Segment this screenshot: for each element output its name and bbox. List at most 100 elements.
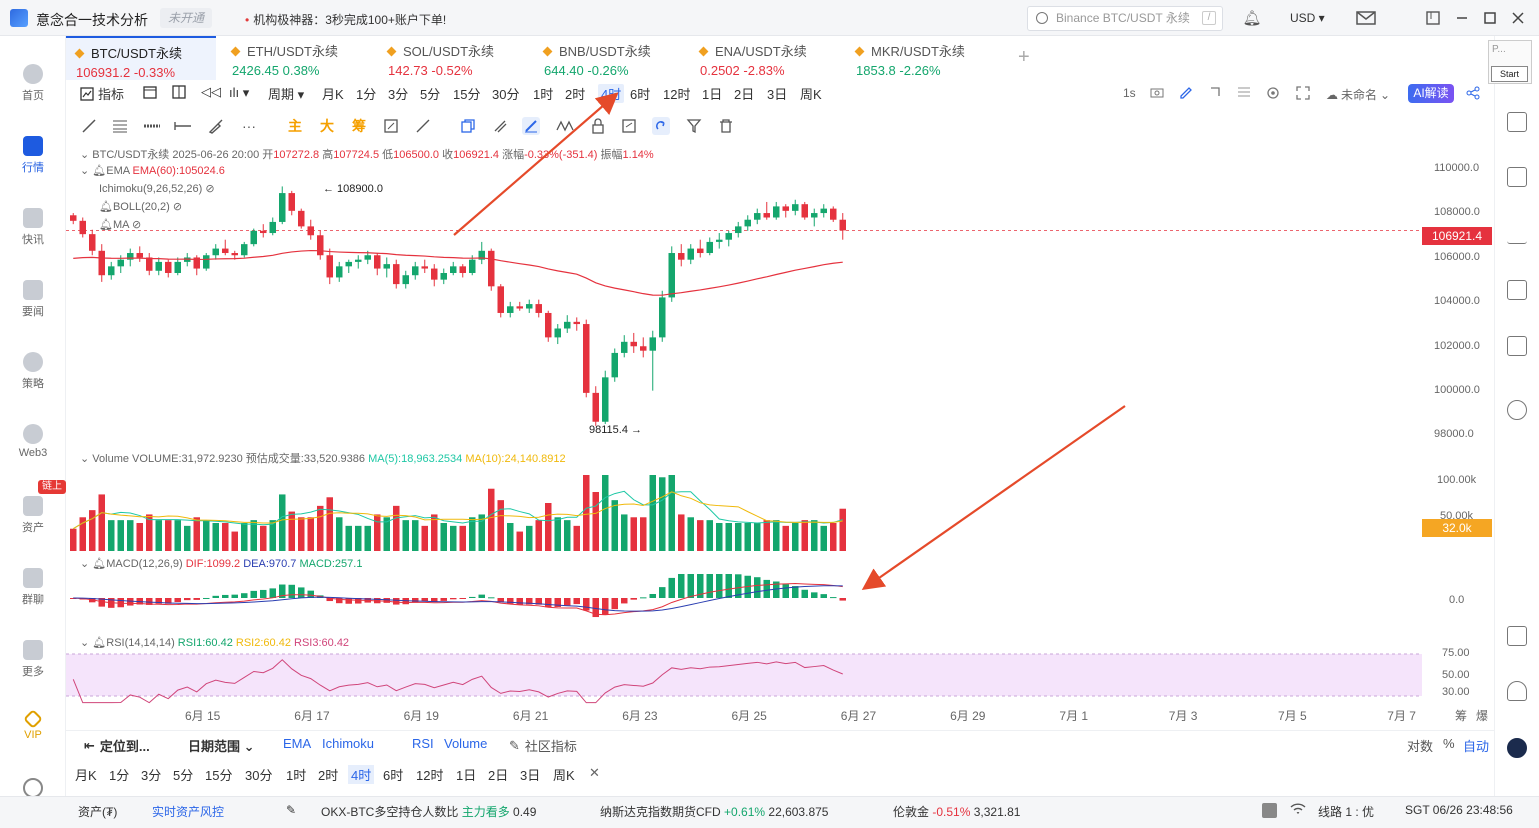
share-icon[interactable] [1466,86,1480,103]
collapse-icon[interactable]: ⌄ [80,637,90,649]
bottom-interval-4[interactable]: 15分 [205,768,233,783]
ticker-okx[interactable]: OKX-BTC多空持仓人数比 主力看多 0.49 [321,803,536,820]
interval-3[interactable]: 5分 [420,87,441,102]
dollar-icon[interactable] [1507,167,1527,187]
interval-5[interactable]: 30分 [492,87,520,102]
interval-7[interactable]: 2时 [565,87,586,102]
chip-tool[interactable]: 筹 [352,118,366,134]
layout-name-select[interactable]: ☁︎ 未命名 ⌄ [1326,86,1390,103]
interval-6[interactable]: 1时 [533,87,554,102]
more-tools-icon[interactable]: ··· [242,118,256,134]
locate-button[interactable]: ⇤ 定位到... [84,736,150,755]
copy-icon[interactable] [459,117,477,135]
bottom-interval-10[interactable]: 12时 [416,768,444,783]
interval-2[interactable]: 3分 [388,87,409,102]
bottom-interval-7[interactable]: 2时 [318,768,339,783]
symbol-tab[interactable]: SOL/USDT永续 142.73 -0.52% [378,36,528,80]
maximize-icon[interactable] [1480,8,1500,28]
mail-icon[interactable] [1355,8,1377,28]
collapse-icon[interactable]: ⌄ [80,165,90,177]
split-view-icon[interactable] [172,85,186,102]
risk-control-link[interactable]: 实时资产风控 [152,805,225,819]
ma-legend[interactable]: 🔔︎MA ⊘ [99,218,141,231]
ai-interpret-button[interactable]: AI解读 [1408,84,1454,103]
volume-legend[interactable]: ⌄ Volume VOLUME:31,972.9230 预估成交量:33,520… [80,450,566,466]
period-select[interactable]: 周期 ▾ [268,87,305,102]
replay-icon[interactable]: ◁◁ [201,84,221,99]
bottom-interval-11[interactable]: 1日 [456,768,477,783]
fib-icon[interactable] [143,117,161,135]
chip-distribution-toggle[interactable]: 筹 [1455,709,1468,723]
bottom-interval-8[interactable]: 4时 [348,765,375,784]
assistant-icon[interactable] [1507,738,1527,758]
boll-legend[interactable]: 🔔︎BOLL(20,2) ⊘ [99,200,182,213]
bell-icon[interactable]: 🔔︎ [99,201,113,213]
indicator-rsi-tab[interactable]: RSI [412,736,434,751]
brush-icon[interactable] [207,117,225,135]
nav-home[interactable]: 首页 [0,64,66,103]
ticker-gold[interactable]: 伦敦金 -0.51% 3,321.81 [893,803,1020,820]
interval-9[interactable]: 6时 [630,87,651,102]
nav-more[interactable]: 更多 [0,640,66,679]
bottom-interval-5[interactable]: 30分 [245,768,273,783]
rsi-legend[interactable]: ⌄ 🔔︎RSI(14,14,14) RSI1:60.42 RSI2:60.42 … [80,636,349,649]
bracket-icon[interactable] [1208,86,1222,103]
monitor-icon[interactable] [1507,280,1527,300]
large-order-tool[interactable]: 大 [320,118,334,134]
pen-icon[interactable]: ✎ [286,803,297,817]
bottom-interval-1[interactable]: 1分 [109,768,130,783]
pencil-icon[interactable] [1179,86,1193,103]
start-button[interactable]: Start [1491,66,1528,82]
nav-web3[interactable]: Web3 [0,424,66,459]
nav-vip[interactable]: VIP [0,709,66,741]
interval-4[interactable]: 15分 [453,87,481,102]
symbol-tab[interactable]: ENA/USDT永续 0.2502 -2.83% [690,36,840,80]
bottom-interval-0[interactable]: 月K [75,768,97,783]
nav-headlines[interactable]: 要闻 [0,280,66,319]
log-scale-toggle[interactable]: 对数 [1407,739,1434,754]
bottom-interval-2[interactable]: 3分 [141,768,162,783]
bell-icon[interactable]: 🔔︎ [92,637,107,649]
link-icon[interactable] [652,117,670,135]
vip-status-badge[interactable]: 未开通 [160,8,213,28]
orderbook-icon[interactable] [1507,112,1527,132]
promo-text[interactable]: 机构极神器：3秒完成100+账户下单! [253,13,447,27]
interval-14[interactable]: 周K [800,87,822,102]
layout-icon[interactable] [1507,626,1527,646]
date-range-select[interactable]: 日期范围 ⌄ [188,739,255,754]
ema-legend[interactable]: ⌄ 🔔︎EMA EMA(60):105024.6 [80,164,225,177]
community-indicators-button[interactable]: ✎ 社区指标 [509,736,577,755]
chart-type-select[interactable]: ılı ▾ [229,85,250,100]
bell-icon[interactable]: 🔔︎ [99,219,113,231]
calculator-icon[interactable] [1507,336,1527,356]
indicator-ichimoku-tab[interactable]: Ichimoku [322,736,375,751]
exchange-icon[interactable] [1507,400,1527,420]
nav-strategy[interactable]: 策略 [0,352,66,391]
trend-icon[interactable] [1507,224,1527,244]
indicator-ema-tab[interactable]: EMA [283,736,312,751]
eye-off-icon[interactable]: ⊘ [172,201,183,213]
minimize-icon[interactable] [1452,8,1472,28]
collapse-icon[interactable]: ⌄ [80,558,90,570]
nav-flash-news[interactable]: 快讯 [0,208,66,247]
camera-icon[interactable] [1150,86,1164,101]
help-icon[interactable] [1262,803,1277,818]
interval-13[interactable]: 3日 [767,87,788,102]
symbol-tab[interactable]: BTC/USDT永续 106931.2 -0.33% [66,36,216,80]
percent-scale-toggle[interactable]: % [1443,736,1455,751]
refresh-speed[interactable]: 1s [1123,86,1136,100]
bottom-interval-9[interactable]: 6时 [383,768,404,783]
add-tab-button[interactable]: + [1018,46,1030,68]
bell-icon[interactable]: 🔔︎ [92,165,107,177]
filter-icon[interactable] [685,117,703,135]
interval-0[interactable]: 月K [322,87,344,102]
indicator-button[interactable]: 指标 [80,84,124,103]
note-icon[interactable] [620,117,638,135]
chart-settings-icon[interactable] [1266,86,1280,103]
indicator-volume-tab[interactable]: Volume [444,736,488,751]
collapse-icon[interactable]: ⌄ [80,453,90,465]
nav-market[interactable]: 行情 [0,136,66,175]
calendar-icon[interactable] [143,85,157,102]
nav-assets[interactable]: 资产 [0,496,66,535]
interval-11[interactable]: 1日 [702,87,723,102]
